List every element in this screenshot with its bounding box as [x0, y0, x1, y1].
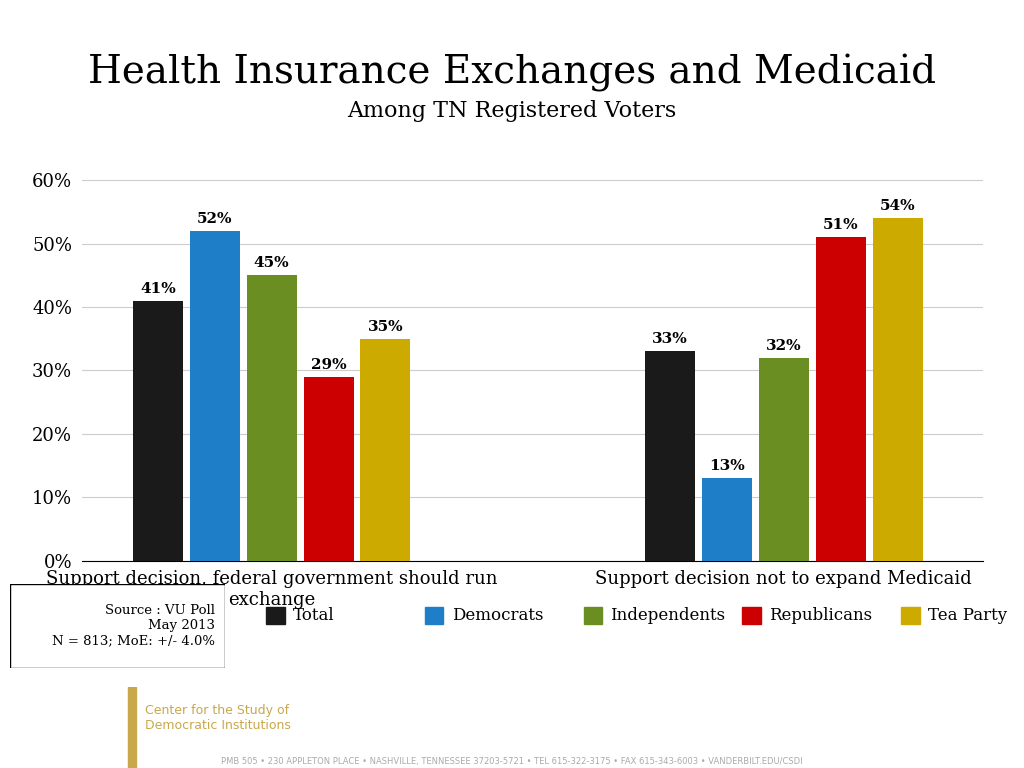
Text: 41%: 41% [140, 282, 176, 296]
Bar [691, 707, 720, 748]
Bar [360, 339, 411, 561]
Text: Total: Total [293, 607, 335, 624]
Bar [759, 358, 809, 561]
Bar [701, 478, 752, 561]
Text: 54%: 54% [880, 199, 915, 214]
Text: 45%: 45% [254, 257, 290, 270]
Bar [816, 237, 866, 561]
Text: 13%: 13% [709, 459, 744, 473]
Text: 29%: 29% [310, 358, 346, 372]
Text: Center for the Study of
Democratic Institutions: Center for the Study of Democratic Insti… [145, 704, 291, 732]
Text: 32%: 32% [766, 339, 802, 353]
Bar [128, 687, 136, 768]
Text: 33%: 33% [652, 333, 688, 346]
Bar [247, 276, 297, 561]
Bar [303, 377, 353, 561]
Bar [872, 218, 923, 561]
Text: 35%: 35% [368, 319, 403, 334]
Bar [133, 301, 183, 561]
Text: PMB 505 • 230 APPLETON PLACE • NASHVILLE, TENNESSEE 37203-5721 • TEL 615-322-317: PMB 505 • 230 APPLETON PLACE • NASHVILLE… [221, 757, 803, 766]
Text: 52%: 52% [197, 212, 232, 226]
Text: Source : VU Poll
May 2013
N = 813; MoE: +/- 4.0%: Source : VU Poll May 2013 N = 813; MoE: … [51, 604, 215, 647]
Bar [189, 231, 240, 561]
Text: CSDI: CSDI [41, 694, 136, 727]
Text: V: V [700, 717, 711, 730]
Text: Independents: Independents [610, 607, 725, 624]
Text: Health Insurance Exchanges and Medicaid: Health Insurance Exchanges and Medicaid [88, 54, 936, 91]
Text: Among TN Registered Voters: Among TN Registered Voters [347, 100, 677, 122]
Text: Republicans: Republicans [769, 607, 872, 624]
FancyBboxPatch shape [10, 584, 225, 668]
Text: 51%: 51% [823, 218, 858, 232]
Text: Tea Party: Tea Party [928, 607, 1007, 624]
Bar [645, 352, 695, 561]
Text: Democrats: Democrats [452, 607, 543, 624]
Text: VANDERBILT UNIVERSITY: VANDERBILT UNIVERSITY [737, 711, 932, 725]
